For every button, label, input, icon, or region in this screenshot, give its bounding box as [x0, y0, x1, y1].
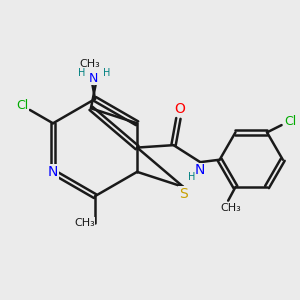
Text: N: N: [48, 165, 58, 179]
Text: H: H: [79, 68, 86, 78]
Text: H: H: [188, 172, 195, 182]
Text: CH₃: CH₃: [80, 58, 101, 69]
Text: S: S: [179, 187, 188, 201]
Text: Cl: Cl: [284, 115, 296, 128]
Text: CH₃: CH₃: [74, 218, 95, 228]
Text: CH₃: CH₃: [220, 203, 241, 213]
Text: N: N: [195, 164, 206, 177]
Text: O: O: [174, 102, 185, 116]
Text: N: N: [89, 72, 98, 85]
Text: Cl: Cl: [16, 99, 29, 112]
Text: H: H: [103, 68, 110, 78]
